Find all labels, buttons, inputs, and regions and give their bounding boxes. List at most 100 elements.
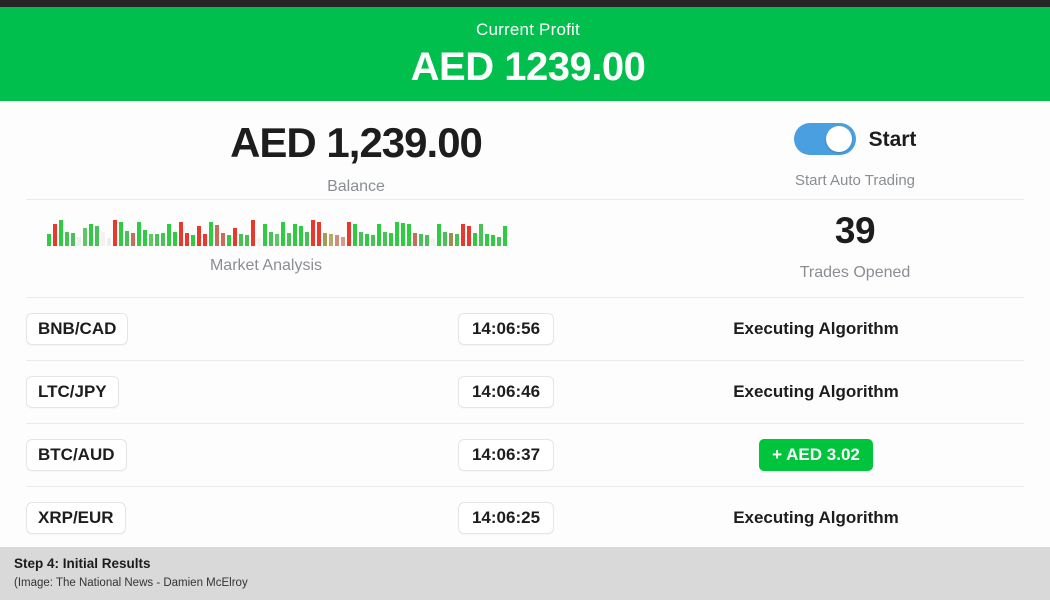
trade-pair-cell: BNB/CAD	[26, 312, 346, 346]
market-analysis-block: Market Analysis	[26, 200, 686, 274]
trade-time-pill: 14:06:37	[457, 438, 555, 472]
divider	[26, 297, 1024, 298]
trade-pair-cell: LTC/JPY	[26, 375, 346, 409]
auto-trading-state-label: Start	[868, 127, 917, 151]
trade-pair-pill[interactable]: LTC/JPY	[26, 375, 119, 409]
market-bar	[251, 220, 255, 246]
market-bar	[233, 228, 237, 246]
toggle-knob	[825, 126, 852, 152]
market-bar	[257, 238, 261, 246]
market-bar	[119, 222, 123, 246]
caption-credit: (Image: The National News - Damien McElr…	[14, 576, 248, 589]
profit-badge: + AED 3.02	[759, 439, 873, 471]
auto-trading-toggle[interactable]	[793, 123, 856, 155]
market-bar	[485, 234, 489, 246]
table-row[interactable]: BNB/CAD 14:06:56 Executing Algorithm	[0, 298, 1050, 360]
balance-label: Balance	[327, 178, 385, 195]
market-bar	[329, 234, 333, 246]
trade-time-pill: 14:06:25	[457, 501, 555, 535]
trade-pair-pill[interactable]: BTC/AUD	[26, 438, 127, 472]
market-bar	[347, 222, 351, 246]
current-profit-header: Current Profit AED 1239.00	[0, 7, 1050, 101]
market-bar	[221, 233, 225, 246]
auto-trading-block: Start Start Auto Trading	[686, 101, 1024, 188]
auto-trading-sub-label: Start Auto Trading	[794, 172, 916, 189]
market-bar	[167, 224, 171, 246]
market-bar	[323, 233, 327, 246]
market-bar	[449, 233, 453, 246]
market-bar	[137, 222, 141, 246]
trade-time-cell: 14:06:25	[346, 501, 666, 535]
market-bar	[197, 226, 201, 246]
market-bar	[425, 235, 429, 246]
table-row[interactable]: BTC/AUD 14:06:37 + AED 3.02	[0, 424, 1050, 486]
market-bar	[365, 234, 369, 246]
current-profit-label: Current Profit	[476, 20, 580, 39]
trade-time-cell: 14:06:46	[346, 375, 666, 409]
balance-block: AED 1,239.00 Balance	[26, 101, 686, 195]
market-bar	[263, 224, 267, 246]
market-bar	[149, 234, 153, 246]
market-bar	[47, 234, 51, 246]
market-bar	[95, 226, 99, 246]
market-bar	[491, 235, 495, 246]
market-bar	[461, 224, 465, 246]
market-bar	[353, 224, 357, 246]
market-bar	[395, 222, 399, 246]
market-analysis-sparkline	[47, 216, 544, 246]
table-row[interactable]: XRP/EUR 14:06:25 Executing Algorithm	[0, 487, 1050, 549]
market-bar	[155, 234, 159, 246]
trades-opened-count: 39	[834, 210, 876, 251]
trade-pair-cell: BTC/AUD	[26, 438, 346, 472]
market-bar	[269, 232, 273, 246]
divider	[26, 423, 1024, 424]
market-bar	[71, 233, 75, 246]
dashboard-body: AED 1,239.00 Balance Start Start Auto Tr…	[0, 101, 1050, 547]
trade-pair-pill[interactable]: XRP/EUR	[26, 501, 126, 535]
market-bar	[59, 220, 63, 246]
market-bar	[371, 235, 375, 246]
market-bar	[185, 233, 189, 246]
trade-status-cell: Executing Algorithm	[666, 383, 1024, 402]
market-bar	[203, 234, 207, 246]
status-text: Executing Algorithm	[733, 318, 899, 338]
caption-footer: Step 4: Initial Results (Image: The Nati…	[0, 547, 1050, 600]
market-bar	[335, 235, 339, 246]
trade-pair-cell: XRP/EUR	[26, 501, 346, 535]
market-bar	[503, 226, 507, 246]
market-bar	[497, 237, 501, 246]
market-bar	[161, 233, 165, 246]
market-bar	[341, 237, 345, 246]
caption-title: Step 4: Initial Results	[14, 556, 151, 571]
market-bar	[143, 230, 147, 246]
market-bar	[311, 220, 315, 246]
table-row[interactable]: LTC/JPY 14:06:46 Executing Algorithm	[0, 361, 1050, 423]
market-bar	[239, 234, 243, 246]
market-bar	[89, 224, 93, 246]
balance-amount: AED 1,239.00	[230, 119, 483, 166]
divider	[26, 360, 1024, 361]
market-summary-row: Market Analysis 39 Trades Opened	[0, 200, 1050, 297]
market-bar	[389, 233, 393, 246]
trade-status-cell: Executing Algorithm	[666, 509, 1024, 528]
market-bar	[287, 233, 291, 246]
trade-time-cell: 14:06:56	[346, 312, 666, 346]
trade-time-pill: 14:06:46	[457, 375, 555, 409]
market-bar	[107, 238, 111, 246]
market-bar	[227, 235, 231, 246]
trades-opened-label: Trades Opened	[799, 264, 911, 281]
trade-pair-pill[interactable]: BNB/CAD	[26, 312, 129, 346]
market-bar	[83, 228, 87, 246]
market-bar	[113, 220, 117, 246]
market-bar	[377, 224, 381, 246]
market-bar	[77, 237, 81, 246]
market-bar	[455, 234, 459, 246]
market-bar	[437, 224, 441, 246]
market-bar	[215, 225, 219, 246]
market-analysis-label: Market Analysis	[209, 257, 323, 274]
auto-trading-toggle-wrap: Start	[686, 123, 1024, 155]
market-bar	[179, 222, 183, 246]
status-text: Executing Algorithm	[733, 507, 899, 527]
market-bar	[299, 226, 303, 246]
market-bar	[209, 222, 213, 246]
